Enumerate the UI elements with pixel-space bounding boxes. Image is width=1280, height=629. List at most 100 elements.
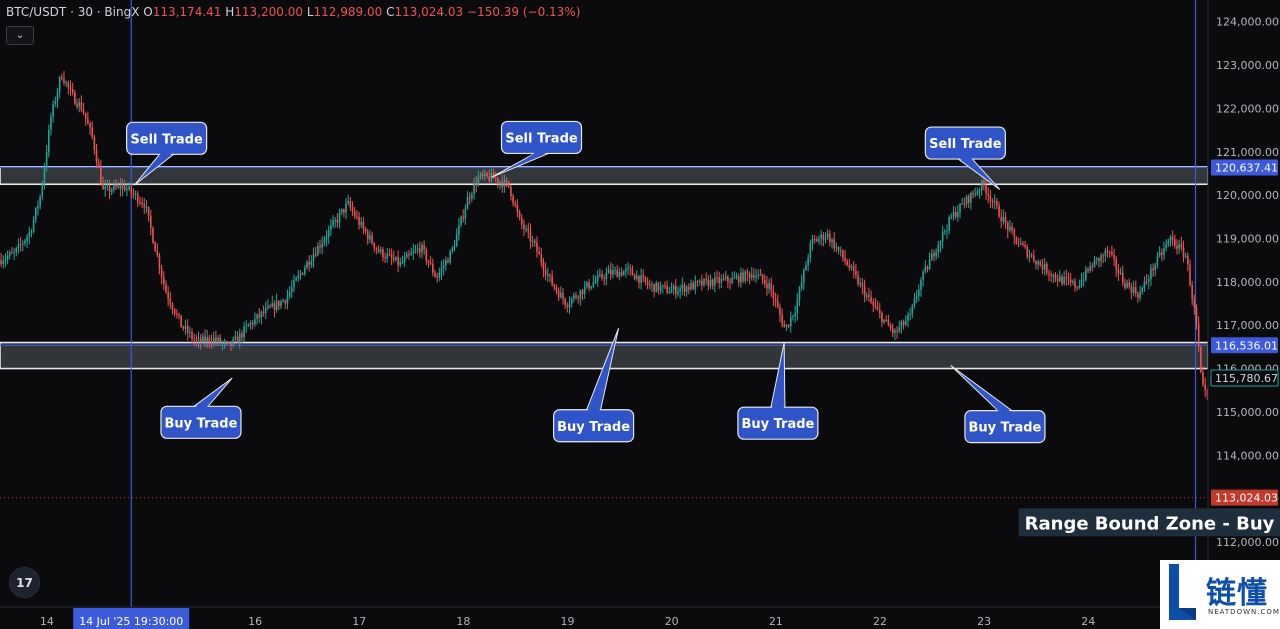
candle	[1108, 250, 1111, 258]
candle	[1037, 259, 1039, 270]
candle-body	[13, 252, 15, 254]
candle	[275, 293, 278, 313]
candle	[41, 180, 44, 201]
candle	[776, 294, 779, 309]
candle	[737, 273, 740, 287]
candle	[392, 250, 395, 263]
price-tick-label: 119,000.00	[1216, 232, 1279, 245]
candle-body	[549, 274, 551, 276]
candle-body	[883, 319, 885, 323]
candle	[423, 240, 425, 255]
buy-trade-callout: Buy Trade	[950, 365, 1046, 444]
candle-body	[1098, 258, 1100, 262]
candle-body	[301, 273, 304, 275]
candle-body	[110, 189, 113, 192]
candle	[822, 231, 825, 247]
candle	[479, 172, 482, 180]
candle-body	[1119, 272, 1122, 274]
candle	[1054, 272, 1057, 283]
candle-body	[807, 258, 809, 266]
candle	[61, 73, 63, 81]
candle	[1134, 280, 1137, 297]
candle-body	[167, 292, 169, 299]
candle-body	[267, 306, 269, 308]
candle	[245, 320, 248, 333]
candle-body	[635, 275, 638, 280]
callout-pointer-fill	[771, 374, 784, 409]
candle	[37, 200, 39, 216]
candle	[757, 269, 760, 280]
candle-body	[80, 102, 83, 110]
candle	[17, 238, 20, 254]
candle-body	[21, 243, 24, 245]
candle	[898, 320, 901, 334]
candles-group	[0, 70, 1208, 401]
candle	[510, 185, 512, 201]
candle-body	[186, 325, 189, 334]
candle	[540, 247, 543, 268]
candle-body	[570, 298, 573, 304]
candle-body	[1043, 264, 1046, 270]
candle	[375, 246, 378, 255]
candle	[638, 274, 640, 289]
candle-body	[156, 250, 159, 256]
price-label-box	[1211, 337, 1278, 354]
low-value: 112,989.00	[313, 5, 383, 19]
candle	[779, 303, 781, 323]
candle	[967, 194, 970, 209]
tradingview-logo[interactable]: 17	[9, 567, 40, 598]
candle	[395, 256, 397, 262]
candle-body	[542, 262, 545, 270]
candle-body	[217, 337, 219, 341]
collapse-legend-button[interactable]: ⌄	[6, 26, 34, 45]
candle	[1059, 270, 1061, 283]
candle-body	[616, 269, 619, 277]
price-label: 120,637.41	[1211, 159, 1278, 176]
candle-body	[132, 193, 135, 195]
candle-body	[165, 284, 167, 293]
candle	[1174, 234, 1176, 249]
candle-body	[1132, 287, 1135, 293]
candle-body	[97, 162, 100, 168]
candle	[651, 281, 653, 293]
candle	[1111, 245, 1113, 257]
candle-body	[119, 185, 122, 189]
candle	[551, 270, 553, 287]
candle-body	[516, 205, 519, 212]
candle-body	[753, 274, 755, 278]
candle-body	[553, 284, 556, 288]
candle	[356, 210, 358, 220]
candle-body	[447, 260, 449, 263]
candle	[76, 98, 78, 110]
candle-body	[842, 250, 844, 258]
candle-body	[787, 325, 790, 327]
time-tick-label: 24	[1081, 615, 1095, 628]
candle-body	[497, 178, 499, 183]
candle	[553, 283, 556, 291]
candle-body	[902, 321, 905, 325]
candle-body	[1017, 243, 1020, 245]
candle	[935, 248, 937, 261]
candle-body	[6, 256, 9, 260]
watermark-english: NEATDOWN.COM	[1208, 608, 1280, 616]
neatdown-watermark: 链懂 NEATDOWN.COM	[1160, 560, 1280, 629]
symbol-label[interactable]: BTC/USDT · 30 · BingX	[6, 5, 140, 19]
candle	[965, 194, 968, 208]
candle	[848, 258, 851, 271]
candle-body	[134, 193, 137, 195]
candle	[312, 247, 315, 268]
candle-body	[117, 185, 120, 187]
candle	[609, 262, 612, 280]
candle	[332, 215, 334, 229]
candle-body	[766, 283, 768, 289]
candle-body	[1002, 216, 1005, 222]
candle	[269, 304, 271, 309]
time-tick-label: 22	[873, 615, 887, 628]
candle	[156, 243, 159, 258]
candle	[106, 179, 109, 191]
candle-body	[820, 234, 822, 239]
candle	[963, 197, 966, 209]
candle	[701, 274, 703, 291]
candle	[291, 279, 293, 299]
